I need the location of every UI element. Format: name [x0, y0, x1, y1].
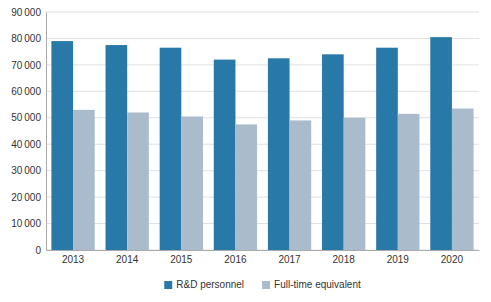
x-tick: 2013 — [62, 254, 85, 265]
chart-container: 0 10 000 20 000 30 000 40 000 50 000 60 000 70 … — [0, 0, 491, 302]
bar — [235, 124, 257, 250]
y-tick-label: 40 000 — [11, 139, 41, 150]
bar-series — [73, 109, 474, 250]
legend-item: R&D personnel — [164, 279, 244, 290]
bar — [268, 58, 290, 250]
legend-label: R&D personnel — [176, 279, 244, 290]
bar — [376, 48, 398, 250]
y-axis-line — [46, 13, 47, 251]
x-tick: 2018 — [333, 254, 356, 265]
x-tick-label: 2014 — [116, 254, 139, 265]
bar-series — [51, 37, 452, 250]
y-tick-label: 20 000 — [11, 192, 41, 203]
y-tick: 10 000 — [11, 218, 41, 229]
bar — [160, 48, 182, 250]
x-tick-label: 2020 — [441, 254, 464, 265]
y-tick-label: 30 000 — [11, 165, 41, 176]
y-tick: 60 000 — [11, 86, 41, 97]
x-tick-label: 2015 — [170, 254, 193, 265]
bars — [51, 37, 473, 250]
bar — [51, 41, 73, 250]
y-tick: 90 000 — [11, 7, 41, 18]
y-tick-label: 10 000 — [11, 218, 41, 229]
y-tick-label: 50 000 — [11, 112, 41, 123]
bar — [344, 118, 366, 250]
y-tick: 50 000 — [11, 112, 41, 123]
legend-item: Full-time equivalent — [262, 279, 361, 290]
bar — [106, 45, 128, 250]
bar — [290, 120, 312, 250]
x-tick: 2020 — [441, 254, 464, 265]
y-tick: 0 — [35, 245, 41, 256]
bar — [398, 114, 420, 250]
bar — [181, 116, 203, 250]
chart-svg: 0 10 000 20 000 30 000 40 000 50 000 60 000 70 … — [0, 0, 491, 302]
y-tick: 80 000 — [11, 33, 41, 44]
y-tick-label: 80 000 — [11, 33, 41, 44]
x-tick: 2017 — [278, 254, 301, 265]
x-tick-label: 2013 — [62, 254, 85, 265]
grid-line — [46, 12, 479, 13]
x-tick-label: 2017 — [278, 254, 301, 265]
y-tick: 70 000 — [11, 60, 41, 71]
bar — [452, 109, 474, 250]
y-tick-label: 90 000 — [11, 7, 41, 18]
legend: R&D personnel Full-time equivalent — [164, 279, 361, 290]
bar — [214, 60, 236, 250]
y-tick: 30 000 — [11, 165, 41, 176]
grid — [46, 12, 479, 250]
bar — [127, 112, 149, 250]
legend-label: Full-time equivalent — [274, 279, 361, 290]
y-axis: 0 10 000 20 000 30 000 40 000 50 000 60 000 70 … — [11, 7, 46, 256]
x-tick: 2016 — [224, 254, 247, 265]
bar — [430, 37, 452, 250]
x-tick: 2015 — [170, 254, 193, 265]
x-tick: 2014 — [116, 254, 139, 265]
x-tick-label: 2016 — [224, 254, 247, 265]
bar — [322, 54, 344, 250]
x-tick-label: 2018 — [333, 254, 356, 265]
y-tick-label: 0 — [35, 245, 41, 256]
legend-swatch — [262, 281, 270, 289]
x-axis: 2013 2014 2015 2016 2017 2018 2019 2020 — [47, 251, 480, 266]
y-tick-label: 60 000 — [11, 86, 41, 97]
y-tick-label: 70 000 — [11, 60, 41, 71]
x-axis-line — [47, 250, 480, 251]
x-tick-label: 2019 — [387, 254, 410, 265]
legend-swatch — [164, 281, 172, 289]
x-tick: 2019 — [387, 254, 410, 265]
y-tick: 40 000 — [11, 139, 41, 150]
bar — [73, 110, 95, 250]
grid-line — [46, 38, 479, 39]
y-tick: 20 000 — [11, 192, 41, 203]
